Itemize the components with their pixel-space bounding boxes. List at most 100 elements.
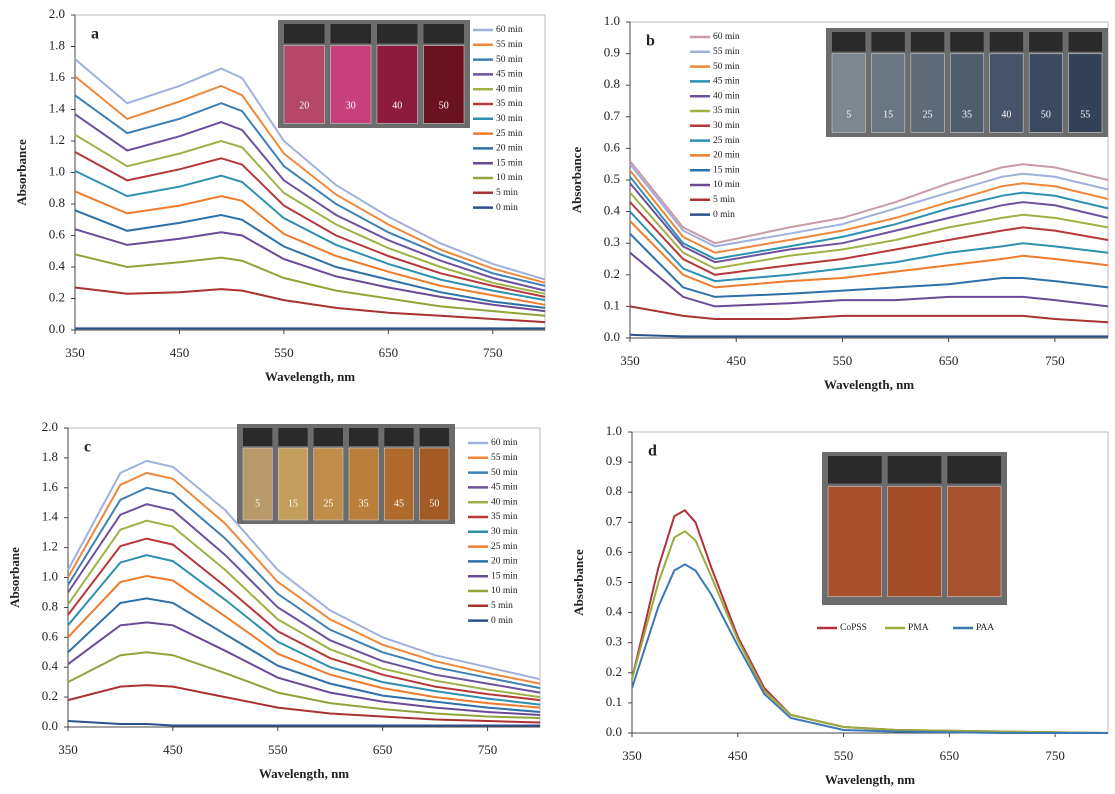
vial-cap xyxy=(828,456,882,484)
y-axis-title: Absorbane xyxy=(7,547,22,608)
x-axis-title: Wavelength, nm xyxy=(265,369,355,384)
vial-label: 50 xyxy=(439,101,449,112)
y-tick-label: 0.9 xyxy=(604,45,620,60)
vial-cap xyxy=(990,32,1023,52)
series-line xyxy=(75,114,545,290)
y-tick-label: 0.4 xyxy=(49,258,66,273)
x-tick-label: 350 xyxy=(65,345,85,360)
y-tick-label: 0.1 xyxy=(604,297,620,312)
vial-cap xyxy=(243,428,272,446)
vial-cap xyxy=(888,456,942,484)
vial xyxy=(947,487,1001,597)
y-tick-label: 2.0 xyxy=(49,6,65,21)
y-tick-label: 1.0 xyxy=(49,163,65,178)
y-tick-label: 0.4 xyxy=(606,604,623,619)
y-tick-label: 2.0 xyxy=(42,419,58,434)
y-tick-label: 0.8 xyxy=(606,483,622,498)
vial-cap xyxy=(832,32,865,52)
legend-label: 30 min xyxy=(491,527,518,537)
vial-label: 15 xyxy=(288,498,298,509)
y-tick-label: 0.4 xyxy=(42,658,59,673)
legend-label: 40 min xyxy=(713,91,740,101)
y-tick-label: 0.7 xyxy=(604,108,621,123)
series-line xyxy=(630,335,1108,337)
vial-cap xyxy=(278,428,307,446)
x-tick-label: 350 xyxy=(622,748,642,763)
legend-label: 15 min xyxy=(496,158,523,168)
y-tick-label: 0.2 xyxy=(606,664,622,679)
vial-label: 50 xyxy=(1041,109,1051,120)
legend-label: 5 min xyxy=(491,601,513,611)
legend-label: 35 min xyxy=(496,99,523,109)
panel-label: b xyxy=(646,33,655,50)
vial xyxy=(950,54,983,132)
x-tick-label: 350 xyxy=(620,353,640,368)
legend-label: 45 min xyxy=(713,77,740,87)
vial-label: 30 xyxy=(346,101,356,112)
vial-cap xyxy=(871,32,904,52)
legend-label: 20 min xyxy=(713,151,740,161)
vial-cap xyxy=(384,428,413,446)
x-tick-label: 650 xyxy=(373,742,393,757)
series-line xyxy=(75,254,545,315)
legend-label: 35 min xyxy=(713,106,740,116)
x-tick-label: 550 xyxy=(274,345,294,360)
legend-label: 55 min xyxy=(491,453,518,463)
vial xyxy=(828,487,882,597)
x-tick-label: 750 xyxy=(483,345,503,360)
y-tick-label: 0.0 xyxy=(606,724,622,739)
x-tick-label: 450 xyxy=(170,345,190,360)
x-tick-label: 550 xyxy=(268,742,288,757)
y-tick-label: 1.2 xyxy=(42,539,58,554)
x-axis-title: Wavelength, nm xyxy=(259,766,349,781)
vial-cap xyxy=(349,428,378,446)
vial xyxy=(1029,54,1062,132)
vial xyxy=(911,54,944,132)
panel-label: d xyxy=(648,443,657,460)
vial-label: 20 xyxy=(299,101,309,112)
vial-label: 25 xyxy=(323,498,333,509)
vial-cap xyxy=(420,428,449,446)
x-tick-label: 550 xyxy=(833,353,853,368)
vial-label: 5 xyxy=(255,498,260,509)
y-tick-label: 1.6 xyxy=(42,479,59,494)
x-tick-label: 450 xyxy=(163,742,183,757)
legend-label: 20 min xyxy=(496,144,523,154)
vial-cap xyxy=(1029,32,1062,52)
x-tick-label: 750 xyxy=(1045,353,1065,368)
y-tick-label: 0.5 xyxy=(604,171,620,186)
vial-label: 40 xyxy=(392,101,402,112)
y-tick-label: 0.8 xyxy=(42,598,58,613)
legend-label: 55 min xyxy=(713,47,740,57)
vial-label: 40 xyxy=(1001,109,1011,120)
y-tick-label: 0.6 xyxy=(42,628,59,643)
legend-label: 50 min xyxy=(491,468,518,478)
vial-cap xyxy=(331,24,372,43)
vial-cap xyxy=(284,24,325,43)
x-axis-title: Wavelength, nm xyxy=(824,377,914,392)
vial-cap xyxy=(947,456,1001,484)
x-tick-label: 650 xyxy=(379,345,399,360)
vial xyxy=(1069,54,1102,132)
legend-label: 5 min xyxy=(713,195,735,205)
legend-label: 10 min xyxy=(713,180,740,190)
series-line xyxy=(68,721,540,726)
vial xyxy=(888,487,942,597)
vial xyxy=(871,54,904,132)
y-tick-label: 0.5 xyxy=(606,573,622,588)
legend-label: 25 min xyxy=(491,542,518,552)
series-line xyxy=(630,183,1108,262)
x-tick-label: 450 xyxy=(726,353,746,368)
vial-cap xyxy=(911,32,944,52)
series-line xyxy=(68,576,540,708)
y-axis-title: Absorbance xyxy=(569,147,584,214)
legend-label: 25 min xyxy=(496,129,523,139)
y-tick-label: 0.7 xyxy=(606,513,623,528)
y-tick-label: 0.0 xyxy=(42,718,58,733)
vial xyxy=(990,54,1023,132)
legend-label: 20 min xyxy=(491,557,518,567)
y-tick-label: 0.2 xyxy=(604,266,620,281)
legend-label: 0 min xyxy=(491,616,513,626)
y-tick-label: 0.0 xyxy=(604,329,620,344)
y-tick-label: 1.8 xyxy=(42,449,58,464)
